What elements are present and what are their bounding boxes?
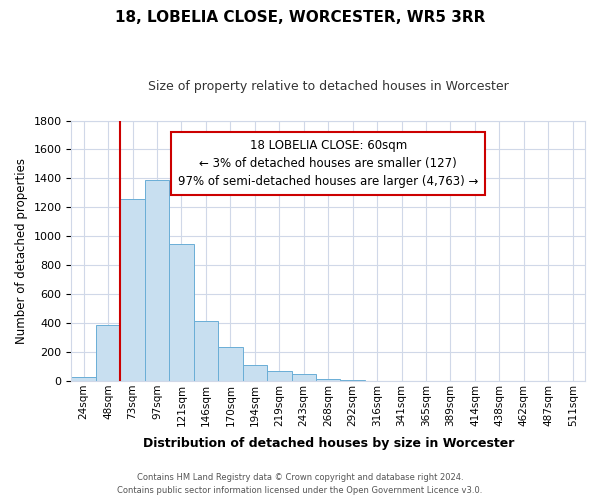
Bar xyxy=(242,365,267,381)
X-axis label: Distribution of detached houses by size in Worcester: Distribution of detached houses by size … xyxy=(143,437,514,450)
Text: Contains HM Land Registry data © Crown copyright and database right 2024.
Contai: Contains HM Land Registry data © Crown c… xyxy=(118,474,482,495)
Y-axis label: Number of detached properties: Number of detached properties xyxy=(15,158,28,344)
Bar xyxy=(340,380,365,381)
Bar xyxy=(194,321,218,381)
Bar xyxy=(121,198,145,381)
Bar xyxy=(96,324,121,381)
Bar xyxy=(218,347,242,381)
Bar xyxy=(145,180,169,381)
Title: Size of property relative to detached houses in Worcester: Size of property relative to detached ho… xyxy=(148,80,509,93)
Bar xyxy=(292,374,316,381)
Bar xyxy=(316,379,340,381)
Bar xyxy=(169,244,194,381)
Bar xyxy=(71,378,96,381)
Text: 18, LOBELIA CLOSE, WORCESTER, WR5 3RR: 18, LOBELIA CLOSE, WORCESTER, WR5 3RR xyxy=(115,10,485,25)
Text: 18 LOBELIA CLOSE: 60sqm
← 3% of detached houses are smaller (127)
97% of semi-de: 18 LOBELIA CLOSE: 60sqm ← 3% of detached… xyxy=(178,139,478,188)
Bar xyxy=(267,371,292,381)
